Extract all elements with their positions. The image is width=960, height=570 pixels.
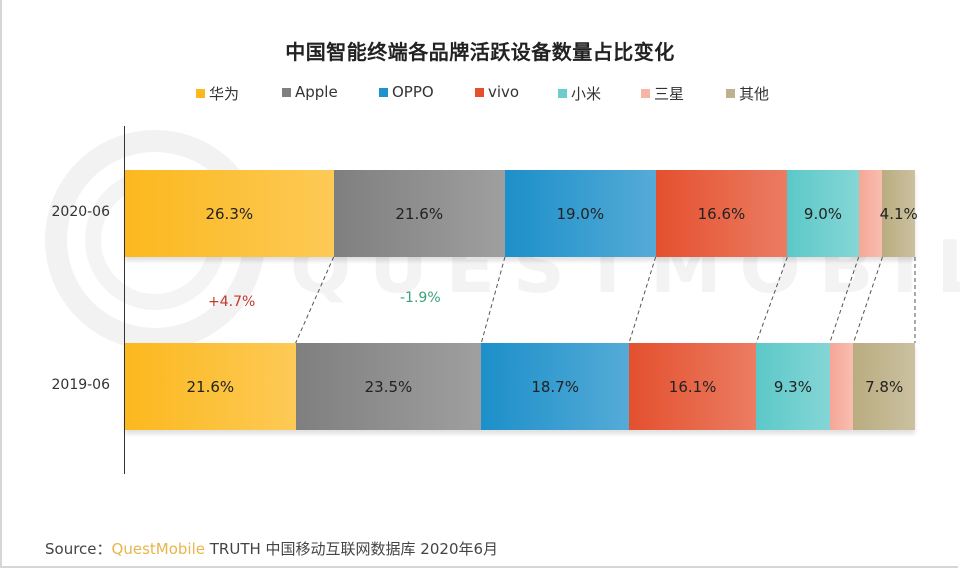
legend-item-vivo[interactable]: vivo: [475, 83, 519, 101]
legend-swatch-icon: [379, 87, 388, 97]
bar-segment-小米: 9.3%: [756, 343, 830, 430]
legend-swatch-icon: [558, 89, 567, 98]
legend-swatch-icon: [475, 87, 484, 97]
source-brand: QuestMobile: [111, 540, 205, 558]
bar-segment-小米: 9.0%: [787, 170, 859, 257]
y-tick-2020-06: 2020-06: [51, 204, 111, 220]
y-tick-2019-06: 2019-06: [51, 377, 111, 393]
y-axis-line: [124, 126, 125, 474]
bar-segment-Apple: 21.6%: [333, 170, 505, 257]
legend-label: 三星: [654, 85, 685, 103]
legend-swatch-icon: [282, 87, 291, 97]
legend-label: OPPO: [392, 83, 434, 101]
legend-item-other[interactable]: 其他: [726, 83, 769, 104]
legend-item-oppo[interactable]: OPPO: [379, 83, 434, 101]
chart-title: 中国智能终端各品牌活跃设备数量占比变化: [285, 40, 675, 64]
legend-swatch-icon: [196, 89, 205, 98]
bar-segment-OPPO: 18.7%: [481, 343, 629, 430]
legend-label: Apple: [295, 83, 338, 101]
source-note: Source：QuestMobile TRUTH 中国移动互联网数据库 2020…: [45, 538, 498, 559]
bar-segment-华为: 21.6%: [125, 343, 296, 430]
legend-swatch-icon: [641, 89, 650, 98]
bar-segment-三星: [858, 170, 883, 257]
bar-segment-vivo: 16.6%: [655, 170, 788, 257]
legend-label: 华为: [209, 85, 240, 103]
legend-item-huawei[interactable]: 华为: [196, 83, 239, 104]
bar-segment-华为: 26.3%: [125, 170, 334, 257]
source-rest: TRUTH 中国移动互联网数据库 2020年6月: [209, 540, 499, 558]
delta-huawei: +4.7%: [208, 294, 256, 310]
source-prefix: Source：: [45, 540, 112, 558]
delta-apple: -1.9%: [400, 290, 441, 306]
bar-segment-三星: [829, 343, 854, 430]
legend-label: 其他: [739, 85, 770, 103]
bar-segment-Apple: 23.5%: [295, 343, 482, 430]
legend-label: 小米: [571, 85, 602, 103]
bar-2020-06: 26.3% 21.6% 19.0% 16.6% 9.0% 4.1%: [125, 170, 918, 257]
legend-item-samsung[interactable]: 三星: [641, 83, 684, 104]
bar-segment-vivo: 16.1%: [629, 343, 757, 430]
bar-segment-OPPO: 19.0%: [504, 170, 656, 257]
bar-segment-其他: 7.8%: [853, 343, 915, 430]
legend-label: vivo: [488, 83, 520, 101]
legend-item-xiaomi[interactable]: 小米: [558, 83, 601, 104]
legend-item-apple[interactable]: Apple: [282, 83, 338, 101]
bar-segment-其他: 4.1%: [880, 170, 918, 257]
legend-swatch-icon: [726, 89, 735, 98]
bar-2019-06: 21.6% 23.5% 18.7% 16.1% 9.3% 7.8%: [125, 343, 915, 430]
